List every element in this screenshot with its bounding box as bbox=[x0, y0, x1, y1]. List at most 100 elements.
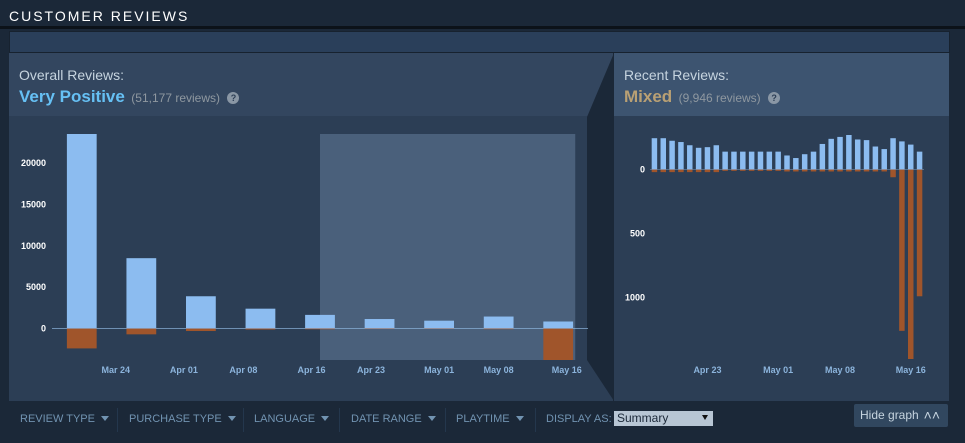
positive-bar bbox=[793, 158, 799, 170]
x-tick-label: Apr 23 bbox=[357, 365, 385, 375]
caret-down-icon bbox=[427, 416, 436, 421]
filter-language[interactable]: LANGUAGE bbox=[254, 404, 330, 434]
overall-reviews-header: Overall Reviews: Very Positive (51,177 r… bbox=[9, 53, 613, 116]
review-filter-bar: REVIEW TYPE PURCHASE TYPE LANGUAGE DATE … bbox=[9, 404, 948, 434]
positive-bar bbox=[186, 296, 216, 329]
positive-bar bbox=[908, 144, 914, 170]
filter-purchase-type-label: PURCHASE TYPE bbox=[129, 413, 222, 425]
filter-review-type[interactable]: REVIEW TYPE bbox=[20, 404, 109, 434]
negative-bar bbox=[793, 169, 799, 172]
hide-graph-button[interactable]: Hide graph ˄˄ bbox=[854, 404, 948, 427]
y-tick-label: 10000 bbox=[21, 241, 46, 251]
positive-bar bbox=[899, 141, 905, 170]
recent-reviews-header: Recent Reviews: Mixed (9,946 reviews) ? bbox=[614, 53, 949, 116]
negative-bar bbox=[126, 328, 157, 335]
y-tick-label: 500 bbox=[630, 229, 645, 239]
negative-bar bbox=[660, 169, 666, 173]
positive-bar bbox=[828, 138, 834, 170]
positive-bar bbox=[695, 147, 702, 170]
positive-bar bbox=[748, 151, 755, 170]
help-icon[interactable]: ? bbox=[768, 92, 781, 104]
filter-purchase-type[interactable]: PURCHASE TYPE bbox=[129, 404, 236, 434]
help-icon[interactable]: ? bbox=[227, 92, 240, 104]
x-tick-label: Apr 01 bbox=[170, 365, 198, 375]
positive-bar bbox=[757, 151, 764, 170]
filter-divider bbox=[117, 408, 118, 432]
negative-bar bbox=[651, 169, 658, 173]
caret-down-icon bbox=[321, 416, 330, 421]
positive-bar bbox=[245, 308, 276, 329]
negative-bar bbox=[863, 169, 870, 172]
negative-bar bbox=[66, 328, 97, 349]
y-tick-label: 15000 bbox=[21, 199, 46, 209]
negative-bar bbox=[881, 169, 887, 172]
overall-summary-line: Very Positive (51,177 reviews) ? bbox=[19, 87, 240, 107]
display-as-label: DISPLAY AS: bbox=[546, 413, 612, 425]
x-tick-label: May 08 bbox=[484, 365, 514, 375]
display-as-value: Summary bbox=[617, 411, 669, 425]
positive-bar bbox=[775, 151, 781, 170]
x-tick-label: Apr 23 bbox=[693, 365, 721, 375]
recent-review-count: (9,946 reviews) bbox=[678, 91, 761, 105]
negative-bar bbox=[908, 169, 914, 359]
negative-bar bbox=[713, 169, 720, 173]
positive-bar bbox=[678, 142, 684, 170]
overall-reviews-chart[interactable]: 0 5000 10000 15000 20000 Mar 24 Apr 01 Apr 08 Ap… bbox=[9, 117, 613, 401]
positive-bar bbox=[543, 321, 574, 329]
positive-bar bbox=[863, 140, 870, 170]
negative-bar bbox=[695, 169, 702, 173]
filter-playtime[interactable]: PLAYTIME bbox=[456, 404, 524, 434]
positive-bar bbox=[713, 145, 720, 170]
filter-divider bbox=[243, 408, 244, 432]
positive-bar bbox=[126, 258, 157, 329]
negative-bar bbox=[801, 169, 808, 172]
y-tick-label: 0 bbox=[640, 165, 645, 175]
hide-graph-label: Hide graph bbox=[860, 408, 919, 422]
section-title: CUSTOMER REVIEWS bbox=[9, 8, 190, 24]
positive-bar bbox=[881, 149, 887, 170]
caret-down-icon bbox=[515, 416, 524, 421]
filter-divider bbox=[445, 408, 446, 432]
positive-bar bbox=[784, 155, 790, 170]
y-tick-label: 1000 bbox=[625, 293, 645, 303]
overall-summary-rating: Very Positive bbox=[19, 87, 125, 106]
negative-bar bbox=[245, 328, 276, 330]
negative-bar bbox=[757, 169, 764, 171]
positive-bar bbox=[916, 151, 923, 170]
negative-bar bbox=[704, 169, 711, 173]
positive-bar bbox=[483, 316, 514, 329]
caret-down-icon bbox=[702, 415, 708, 420]
negative-bar bbox=[784, 169, 790, 172]
positive-bar bbox=[801, 154, 808, 170]
negative-bar bbox=[837, 169, 843, 172]
double-chevron-up-icon: ˄˄ bbox=[923, 407, 940, 423]
y-tick-label: 20000 bbox=[21, 158, 46, 168]
negative-bar bbox=[722, 169, 728, 171]
filter-review-type-label: REVIEW TYPE bbox=[20, 413, 95, 425]
positive-bar bbox=[731, 151, 737, 170]
display-as-select[interactable]: Summary bbox=[614, 411, 713, 426]
positive-bar bbox=[740, 151, 746, 170]
recent-reviews-chart[interactable]: 0 500 1000 Apr 23 May 01 May 08 May 16 bbox=[614, 117, 949, 401]
negative-bar bbox=[872, 169, 879, 172]
x-tick-label: Apr 08 bbox=[229, 365, 257, 375]
filter-date-range-label: DATE RANGE bbox=[351, 413, 422, 425]
negative-bar bbox=[775, 169, 781, 171]
positive-bar bbox=[854, 139, 861, 170]
positive-bar bbox=[364, 319, 395, 329]
negative-bar bbox=[731, 169, 737, 171]
negative-bar bbox=[483, 328, 514, 330]
negative-bar bbox=[828, 169, 834, 172]
negative-bar bbox=[186, 328, 216, 332]
positive-bar bbox=[846, 135, 852, 170]
negative-bar bbox=[810, 169, 817, 172]
y-tick-label: 0 bbox=[41, 324, 46, 334]
negative-bar bbox=[687, 169, 693, 173]
negative-bar bbox=[846, 169, 852, 172]
x-tick-label: May 01 bbox=[424, 365, 454, 375]
negative-bar bbox=[899, 169, 905, 331]
positive-bar bbox=[890, 138, 896, 170]
x-tick-label: Apr 16 bbox=[297, 365, 325, 375]
title-divider bbox=[0, 26, 965, 29]
filter-date-range[interactable]: DATE RANGE bbox=[351, 404, 436, 434]
